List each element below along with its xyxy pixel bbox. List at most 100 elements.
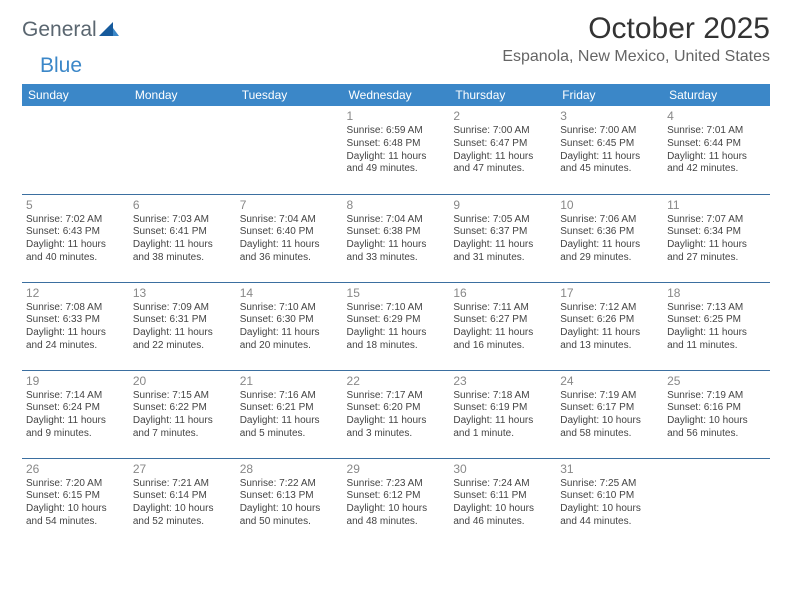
day-detail-text: Sunrise: 7:12 AMSunset: 6:26 PMDaylight:… — [560, 302, 659, 353]
day-number: 16 — [453, 286, 552, 300]
calendar-day-cell: 7 Sunrise: 7:04 AMSunset: 6:40 PMDaylight… — [236, 194, 343, 282]
calendar-day-cell: 18Sunrise: 7:13 AMSunset: 6:25 PMDayligh… — [663, 282, 770, 370]
day-number: 27 — [133, 462, 232, 476]
day-detail-text: Sunrise: 7:18 AMSunset: 6:19 PMDaylight:… — [453, 390, 552, 441]
day-detail-text: Sunrise: 7:10 AMSunset: 6:30 PMDaylight:… — [240, 302, 339, 353]
logo-text-blue: Blue — [40, 54, 82, 78]
day-number: 17 — [560, 286, 659, 300]
calendar-day-cell: 8Sunrise: 7:04 AMSunset: 6:38 PMDaylight… — [343, 194, 450, 282]
day-detail-text: Sunrise: 7:03 AMSunset: 6:41 PMDaylight:… — [133, 214, 232, 265]
calendar-day-cell: 21 Sunrise: 7:16 AMSunset: 6:21 PMDayligh… — [236, 370, 343, 458]
calendar-week-row: 1Sunrise: 6:59 AMSunset: 6:48 PMDaylight… — [22, 106, 770, 194]
calendar-day-cell: 20 Sunrise: 7:15 AMSunset: 6:22 PMDayligh… — [129, 370, 236, 458]
calendar-day-cell: 4Sunrise: 7:01 AMSunset: 6:44 PMDaylight… — [663, 106, 770, 194]
day-detail-text: Sunrise: 7:13 AMSunset: 6:25 PMDaylight:… — [667, 302, 766, 353]
day-number: 21 — [240, 374, 339, 388]
calendar-day-cell: 15 Sunrise: 7:10 AMSunset: 6:29 PMDayligh… — [343, 282, 450, 370]
calendar-day-cell — [236, 106, 343, 194]
day-number: 19 — [26, 374, 125, 388]
calendar-day-cell: 3 Sunrise: 7:00 AMSunset: 6:45 PMDaylight… — [556, 106, 663, 194]
day-detail-text: Sunrise: 7:25 AMSunset: 6:10 PMDaylight:… — [560, 478, 659, 529]
day-number: 28 — [240, 462, 339, 476]
weekday-header: Sunday — [22, 84, 129, 106]
day-detail-text: Sunrise: 6:59 AMSunset: 6:48 PMDaylight:… — [347, 125, 446, 176]
calendar-day-cell: 30Sunrise: 7:24 AMSunset: 6:11 PMDayligh… — [449, 458, 556, 546]
calendar-day-cell: 22 Sunrise: 7:17 AMSunset: 6:20 PMDayligh… — [343, 370, 450, 458]
day-detail-text: Sunrise: 7:23 AMSunset: 6:12 PMDaylight:… — [347, 478, 446, 529]
day-detail-text: Sunrise: 7:19 AMSunset: 6:16 PMDaylight:… — [667, 390, 766, 441]
calendar-day-cell: 2Sunrise: 7:00 AMSunset: 6:47 PMDaylight… — [449, 106, 556, 194]
calendar-day-cell: 9 Sunrise: 7:05 AMSunset: 6:37 PMDaylight… — [449, 194, 556, 282]
day-detail-text: Sunrise: 7:04 AMSunset: 6:40 PMDaylight:… — [240, 214, 339, 265]
day-detail-text: Sunrise: 7:21 AMSunset: 6:14 PMDaylight:… — [133, 478, 232, 529]
day-detail-text: Sunrise: 7:00 AMSunset: 6:45 PMDaylight:… — [560, 125, 659, 176]
location-text: Espanola, New Mexico, United States — [502, 48, 770, 66]
calendar-week-row: 12 Sunrise: 7:08 AMSunset: 6:33 PMDayligh… — [22, 282, 770, 370]
calendar-day-cell: 27 Sunrise: 7:21 AMSunset: 6:14 PMDayligh… — [129, 458, 236, 546]
day-number: 10 — [560, 198, 659, 212]
day-detail-text: Sunrise: 7:08 AMSunset: 6:33 PMDaylight:… — [26, 302, 125, 353]
day-detail-text: Sunrise: 7:14 AMSunset: 6:24 PMDaylight:… — [26, 390, 125, 441]
logo: General — [22, 12, 119, 42]
calendar-day-cell: 14Sunrise: 7:10 AMSunset: 6:30 PMDayligh… — [236, 282, 343, 370]
day-detail-text: Sunrise: 7:00 AMSunset: 6:47 PMDaylight:… — [453, 125, 552, 176]
calendar-day-cell — [22, 106, 129, 194]
day-number: 20 — [133, 374, 232, 388]
weekday-header: Wednesday — [343, 84, 450, 106]
calendar-day-cell: 5 Sunrise: 7:02 AMSunset: 6:43 PMDaylight… — [22, 194, 129, 282]
day-number: 22 — [347, 374, 446, 388]
weekday-header: Saturday — [663, 84, 770, 106]
day-detail-text: Sunrise: 7:11 AMSunset: 6:27 PMDaylight:… — [453, 302, 552, 353]
day-detail-text: Sunrise: 7:17 AMSunset: 6:20 PMDaylight:… — [347, 390, 446, 441]
day-detail-text: Sunrise: 7:10 AMSunset: 6:29 PMDaylight:… — [347, 302, 446, 353]
day-detail-text: Sunrise: 7:01 AMSunset: 6:44 PMDaylight:… — [667, 125, 766, 176]
calendar-week-row: 26 Sunrise: 7:20 AMSunset: 6:15 PMDayligh… — [22, 458, 770, 546]
day-number: 31 — [560, 462, 659, 476]
day-detail-text: Sunrise: 7:05 AMSunset: 6:37 PMDaylight:… — [453, 214, 552, 265]
day-number: 11 — [667, 198, 766, 212]
calendar-day-cell: 1Sunrise: 6:59 AMSunset: 6:48 PMDaylight… — [343, 106, 450, 194]
day-number: 12 — [26, 286, 125, 300]
logo-text-general: General — [22, 18, 97, 42]
day-number: 15 — [347, 286, 446, 300]
day-number: 6 — [133, 198, 232, 212]
calendar-body: 1Sunrise: 6:59 AMSunset: 6:48 PMDaylight… — [22, 106, 770, 546]
calendar-day-cell: 26 Sunrise: 7:20 AMSunset: 6:15 PMDayligh… — [22, 458, 129, 546]
calendar-day-cell: 13 Sunrise: 7:09 AMSunset: 6:31 PMDayligh… — [129, 282, 236, 370]
calendar-day-cell: 12 Sunrise: 7:08 AMSunset: 6:33 PMDayligh… — [22, 282, 129, 370]
calendar-day-cell: 31 Sunrise: 7:25 AMSunset: 6:10 PMDayligh… — [556, 458, 663, 546]
day-detail-text: Sunrise: 7:04 AMSunset: 6:38 PMDaylight:… — [347, 214, 446, 265]
day-number: 23 — [453, 374, 552, 388]
calendar-day-cell: 24 Sunrise: 7:19 AMSunset: 6:17 PMDayligh… — [556, 370, 663, 458]
logo-sail-icon — [99, 20, 119, 41]
calendar-day-cell: 19 Sunrise: 7:14 AMSunset: 6:24 PMDayligh… — [22, 370, 129, 458]
title-block: October 2025 Espanola, New Mexico, Unite… — [502, 12, 770, 66]
day-number: 9 — [453, 198, 552, 212]
calendar-table: Sunday Monday Tuesday Wednesday Thursday… — [22, 84, 770, 546]
day-number: 24 — [560, 374, 659, 388]
day-number: 25 — [667, 374, 766, 388]
weekday-header: Friday — [556, 84, 663, 106]
day-detail-text: Sunrise: 7:09 AMSunset: 6:31 PMDaylight:… — [133, 302, 232, 353]
day-number: 5 — [26, 198, 125, 212]
day-number: 13 — [133, 286, 232, 300]
day-number: 3 — [560, 109, 659, 123]
day-detail-text: Sunrise: 7:16 AMSunset: 6:21 PMDaylight:… — [240, 390, 339, 441]
day-number: 30 — [453, 462, 552, 476]
calendar-day-cell: 29 Sunrise: 7:23 AMSunset: 6:12 PMDayligh… — [343, 458, 450, 546]
day-number: 26 — [26, 462, 125, 476]
day-detail-text: Sunrise: 7:15 AMSunset: 6:22 PMDaylight:… — [133, 390, 232, 441]
calendar-day-cell: 23 Sunrise: 7:18 AMSunset: 6:19 PMDayligh… — [449, 370, 556, 458]
day-detail-text: Sunrise: 7:20 AMSunset: 6:15 PMDaylight:… — [26, 478, 125, 529]
weekday-header: Thursday — [449, 84, 556, 106]
calendar-day-cell: 25 Sunrise: 7:19 AMSunset: 6:16 PMDayligh… — [663, 370, 770, 458]
calendar-header-row: Sunday Monday Tuesday Wednesday Thursday… — [22, 84, 770, 106]
day-number: 7 — [240, 198, 339, 212]
calendar-week-row: 19 Sunrise: 7:14 AMSunset: 6:24 PMDayligh… — [22, 370, 770, 458]
day-detail-text: Sunrise: 7:19 AMSunset: 6:17 PMDaylight:… — [560, 390, 659, 441]
calendar-day-cell: 11Sunrise: 7:07 AMSunset: 6:34 PMDayligh… — [663, 194, 770, 282]
calendar-day-cell: 16 Sunrise: 7:11 AMSunset: 6:27 PMDayligh… — [449, 282, 556, 370]
calendar-day-cell: 28Sunrise: 7:22 AMSunset: 6:13 PMDayligh… — [236, 458, 343, 546]
day-number: 29 — [347, 462, 446, 476]
day-detail-text: Sunrise: 7:02 AMSunset: 6:43 PMDaylight:… — [26, 214, 125, 265]
